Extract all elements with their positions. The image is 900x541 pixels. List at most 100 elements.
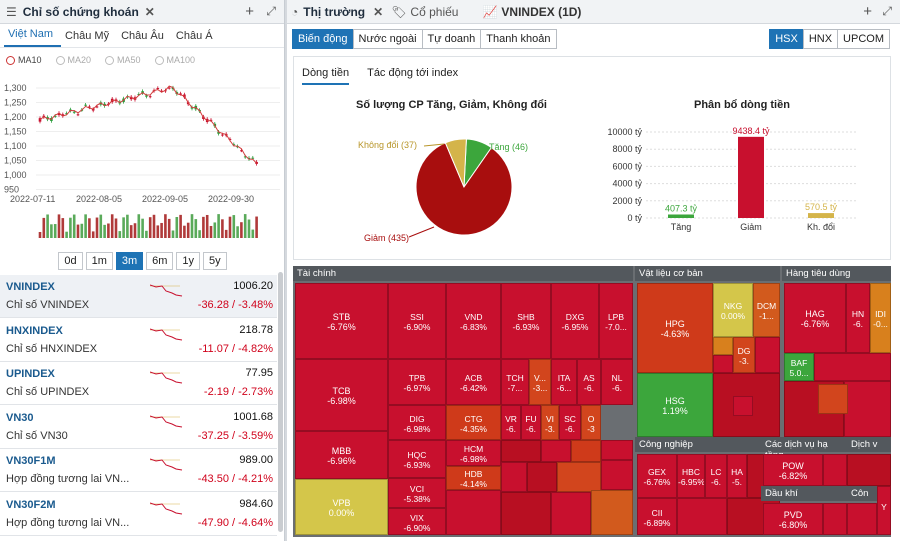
pie-slice[interactable] <box>444 138 467 188</box>
pie-slice[interactable] <box>415 142 513 236</box>
treemap-tile-small[interactable] <box>823 503 847 535</box>
candlestick-chart[interactable]: 1,3001,2501,2001,1501,1001,0501,00095020… <box>0 80 285 250</box>
sector-treemap[interactable]: Tài chính Vật liệu cơ bản Hàng tiêu dùng ST… <box>293 266 891 537</box>
ma20-toggle[interactable]: MA20 <box>55 54 91 66</box>
treemap-tile[interactable]: O -3 <box>581 405 601 440</box>
sector-header[interactable]: Các dịch vụ hạ tầng <box>761 437 847 461</box>
treemap-tile[interactable]: VND -6.83% <box>446 283 501 359</box>
treemap-tile-small[interactable] <box>847 454 891 486</box>
treemap-tile[interactable]: VPB 0.00% <box>295 479 388 535</box>
treemap-tile-small[interactable] <box>601 460 633 490</box>
treemap-tile-small[interactable] <box>591 490 633 535</box>
treemap-tile[interactable]: VR -6. <box>501 405 521 440</box>
treemap-tile[interactable]: TPB -6.97% <box>388 359 446 405</box>
treemap-tile[interactable]: STB -6.76% <box>295 283 388 359</box>
view-proprietary-button[interactable]: Tự doanh <box>421 29 482 49</box>
treemap-tile-small[interactable] <box>446 490 501 535</box>
treemap-tile[interactable]: DCM -1... <box>753 283 780 337</box>
treemap-tile[interactable]: ITA -6... <box>551 359 577 405</box>
treemap-tile[interactable]: BAF 5.0... <box>784 353 814 381</box>
treemap-tile[interactable]: VCI -5.38% <box>388 478 446 508</box>
treemap-tile-small[interactable] <box>823 454 847 486</box>
sector-header[interactable]: Dịch v <box>847 437 891 452</box>
treemap-tile[interactable]: HPG -4.63% <box>637 283 713 373</box>
treemap-tile-small[interactable] <box>501 492 551 535</box>
treemap-tile[interactable]: HA -5. <box>727 454 747 498</box>
add-icon[interactable]: + <box>245 3 254 20</box>
treemap-tile[interactable]: DXG -6.95% <box>551 283 599 359</box>
treemap-tile[interactable]: ACB -6.42% <box>446 359 501 405</box>
sector-header[interactable]: Tài chính <box>293 266 633 281</box>
treemap-tile[interactable]: PVD -6.80% <box>763 503 823 535</box>
exchange-upcom-button[interactable]: UPCOM <box>837 29 890 49</box>
treemap-tile-small[interactable] <box>713 355 733 373</box>
expand-icon[interactable]: ⤢ <box>266 4 276 18</box>
tab-market[interactable]: Thị trường <box>303 4 366 19</box>
treemap-tile-small[interactable] <box>713 337 733 355</box>
treemap-tile-small[interactable] <box>541 440 571 462</box>
period-3m[interactable]: 3m <box>115 252 144 270</box>
expand-icon[interactable]: ⤢ <box>882 4 892 18</box>
period-5y[interactable]: 5y <box>203 252 227 270</box>
treemap-tile[interactable]: LPB -7.0... <box>599 283 633 359</box>
cashflow-bar[interactable] <box>668 214 694 218</box>
treemap-tile-small[interactable] <box>818 384 848 414</box>
sector-header[interactable]: Công nghiệp <box>635 437 780 452</box>
treemap-tile[interactable]: NKG 0.00% <box>713 283 753 337</box>
treemap-tile[interactable]: HBC -6.95% <box>677 454 705 498</box>
treemap-tile[interactable]: GEX -6.76% <box>637 454 677 498</box>
treemap-tile[interactable]: V... -3... <box>529 359 551 405</box>
cashflow-bar[interactable] <box>738 136 764 218</box>
treemap-tile[interactable]: CTG -4.35% <box>446 405 501 440</box>
ma50-toggle[interactable]: MA50 <box>105 54 141 66</box>
cashflow-bar-chart[interactable]: 10000 tỷ 8000 tỷ 6000 tỷ 4000 tỷ 2000 tỷ 0 tỷ… <box>584 115 864 245</box>
index-row-vn30[interactable]: VN30 Chỉ số VN30 1001.68 -37.25 / -3.59% <box>0 406 277 449</box>
cashflow-bar[interactable] <box>808 213 834 218</box>
index-row-hnxindex[interactable]: HNXINDEX Chỉ số HNXINDEX 218.78 -11.07 /… <box>0 319 277 362</box>
treemap-tile-small[interactable] <box>557 462 601 492</box>
treemap-tile-small[interactable] <box>847 503 877 535</box>
index-row-vn30f2m[interactable]: VN30F2M Hợp đồng tương lai VN... 984.60 … <box>0 493 277 536</box>
treemap-tile[interactable]: HN -6. <box>846 283 870 353</box>
treemap-tile-small[interactable] <box>677 498 727 535</box>
treemap-tile-small[interactable] <box>601 440 633 460</box>
index-row-upindex[interactable]: UPINDEX Chỉ số UPINDEX 77.95 -2.19 / -2.… <box>0 362 277 405</box>
treemap-tile[interactable]: FU -6. <box>521 405 541 440</box>
exchange-hnx-button[interactable]: HNX <box>802 29 839 49</box>
treemap-tile[interactable]: SC -6. <box>559 405 581 440</box>
view-movement-button[interactable]: Biến động <box>292 29 354 49</box>
view-liquidity-button[interactable]: Thanh khoản <box>480 29 557 49</box>
sector-header[interactable]: Dầu khí <box>761 486 847 501</box>
treemap-tile[interactable]: TCB -6.98% <box>295 359 388 431</box>
view-foreign-button[interactable]: Nước ngoài <box>352 29 423 49</box>
exchange-hsx-button[interactable]: HSX <box>769 29 804 49</box>
treemap-tile-small[interactable] <box>551 492 591 535</box>
period-1m[interactable]: 1m <box>85 252 113 270</box>
treemap-tile[interactable]: HAG -6.76% <box>784 283 846 353</box>
treemap-tile-small[interactable] <box>571 440 601 462</box>
treemap-tile[interactable]: HDB -4.14% <box>446 466 501 490</box>
treemap-tile[interactable]: HQC -6.93% <box>388 440 446 478</box>
advance-decline-pie-chart[interactable]: Tăng (46) Không đổi (37) Giảm (435) <box>334 112 594 262</box>
period-0d[interactable]: 0d <box>58 252 83 270</box>
period-1y[interactable]: 1y <box>176 252 201 270</box>
tab-cashflow[interactable]: Dòng tiền <box>302 67 350 85</box>
treemap-tile[interactable]: VI -3. <box>541 405 559 440</box>
treemap-tile[interactable]: LC -6. <box>705 454 727 498</box>
treemap-tile[interactable]: Y <box>877 486 891 535</box>
treemap-tile[interactable]: TCH -7... <box>501 359 529 405</box>
treemap-tile-small[interactable] <box>527 462 557 492</box>
tab-stocks[interactable]: Cổ phiếu <box>410 4 459 19</box>
period-6m[interactable]: 6m <box>146 252 174 270</box>
close-icon[interactable]: ✕ <box>373 4 384 19</box>
sector-header[interactable]: Vật liệu cơ bản <box>635 266 780 281</box>
treemap-tile[interactable]: POW -6.82% <box>763 454 823 486</box>
tab-asia[interactable]: Châu Á <box>175 30 213 42</box>
treemap-tile-small[interactable] <box>501 462 527 492</box>
ma10-toggle[interactable]: MA10 <box>6 54 42 66</box>
treemap-tile[interactable]: DIG -6.98% <box>388 405 446 440</box>
treemap-tile[interactable]: AS -6. <box>577 359 601 405</box>
index-row-vn30f1m[interactable]: VN30F1M Hợp đồng tương lai VN... 989.00 … <box>0 449 277 492</box>
treemap-tile[interactable]: SSI -6.90% <box>388 283 446 359</box>
treemap-tile[interactable]: IDI -0... <box>870 283 891 353</box>
